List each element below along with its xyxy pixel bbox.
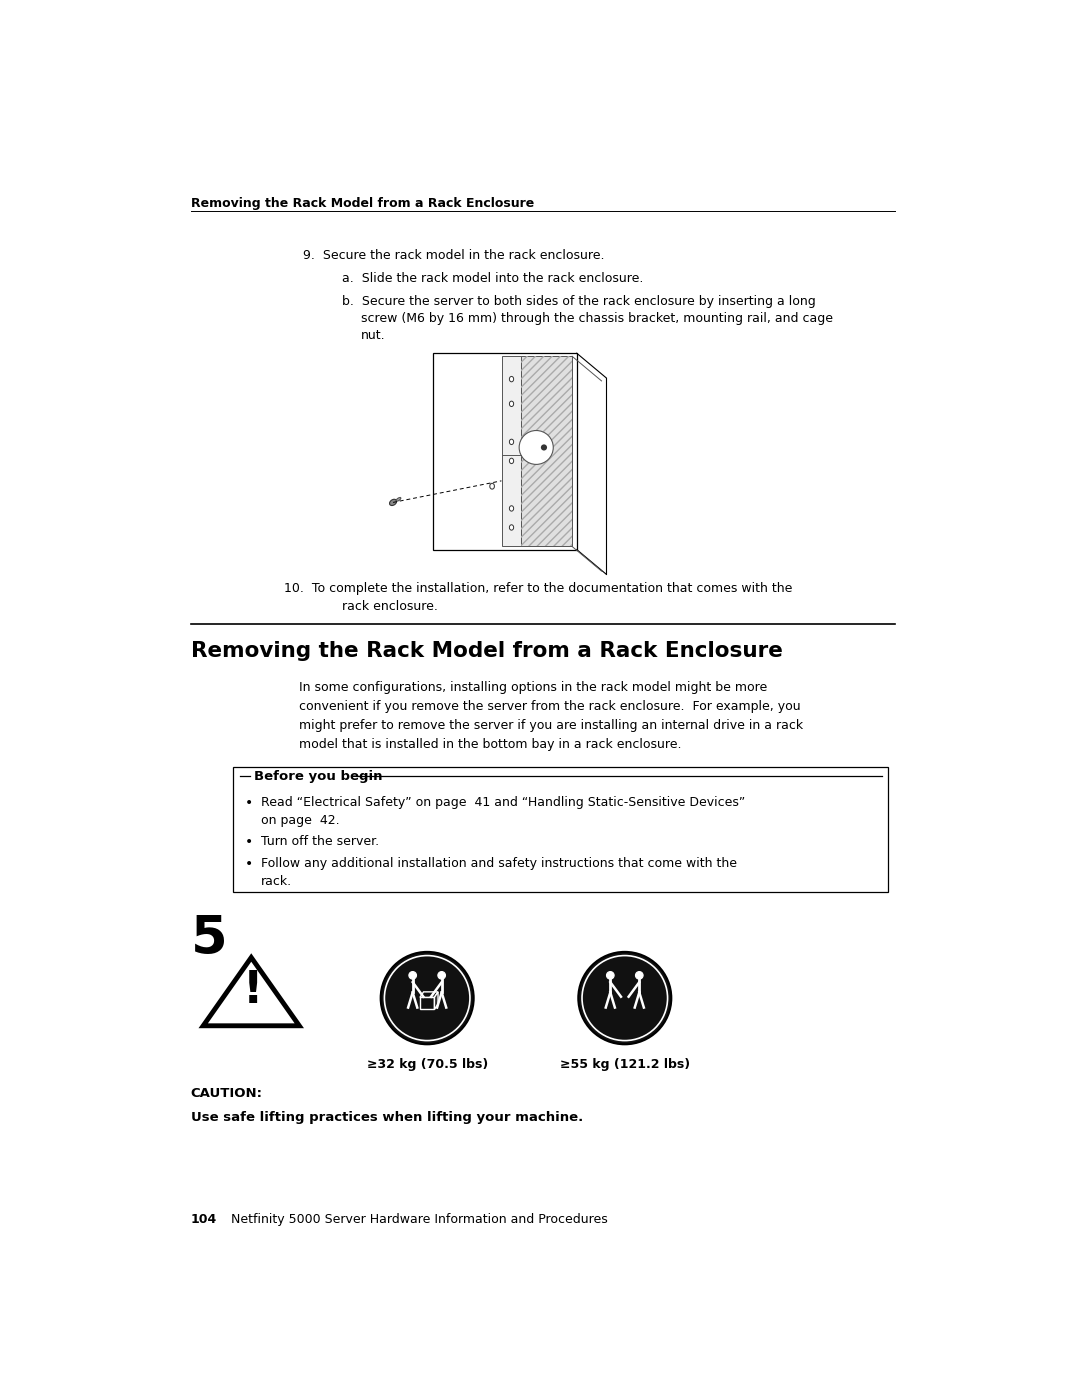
Ellipse shape [510,401,514,407]
Text: Before you begin: Before you begin [254,770,382,782]
Text: might prefer to remove the server if you are installing an internal drive in a r: might prefer to remove the server if you… [299,719,804,732]
Text: Read “Electrical Safety” on page  41 and “Handling Static-Sensitive Devices”: Read “Electrical Safety” on page 41 and … [260,796,745,809]
Ellipse shape [510,376,514,381]
Circle shape [437,971,445,979]
Circle shape [380,951,474,1045]
Circle shape [541,444,548,451]
Ellipse shape [390,499,396,506]
Text: Turn off the server.: Turn off the server. [260,835,379,848]
Text: ≥32 kg (70.5 lbs): ≥32 kg (70.5 lbs) [366,1058,488,1071]
Text: Removing the Rack Model from a Rack Enclosure: Removing the Rack Model from a Rack Encl… [191,197,534,210]
Bar [420,997,434,1010]
Text: 5: 5 [191,914,228,965]
Bar [433,353,577,549]
Text: Removing the Rack Model from a Rack Enclosure: Removing the Rack Model from a Rack Encl… [191,641,783,661]
Text: rack.: rack. [260,875,292,888]
Text: rack enclosure.: rack enclosure. [342,601,437,613]
Text: •: • [245,856,254,870]
Text: nut.: nut. [362,330,386,342]
Circle shape [384,956,470,1041]
Circle shape [582,956,667,1041]
Text: Netfinity 5000 Server Hardware Information and Procedures: Netfinity 5000 Server Hardware Informati… [231,1214,608,1227]
Text: 104: 104 [191,1214,217,1227]
Ellipse shape [510,439,514,444]
Circle shape [635,971,643,979]
Ellipse shape [396,497,401,502]
Text: 10.  To complete the installation, refer to the documentation that comes with th: 10. To complete the installation, refer … [284,583,792,595]
Polygon shape [203,957,299,1025]
Bar [521,356,572,546]
Text: •: • [245,835,254,849]
Ellipse shape [510,458,514,464]
Circle shape [578,951,672,1045]
Text: screw (M6 by 16 mm) through the chassis bracket, mounting rail, and cage: screw (M6 by 16 mm) through the chassis … [362,313,834,326]
Bar [233,767,889,891]
Bar [502,356,521,546]
Circle shape [607,971,615,979]
Text: CAUTION:: CAUTION: [191,1087,262,1101]
Ellipse shape [510,506,514,511]
Circle shape [409,971,417,979]
Circle shape [519,430,553,464]
Text: b.  Secure the server to both sides of the rack enclosure by inserting a long: b. Secure the server to both sides of th… [342,295,815,309]
Polygon shape [420,992,438,997]
Ellipse shape [490,483,495,489]
Text: In some configurations, installing options in the rack model might be more: In some configurations, installing optio… [299,682,768,694]
Polygon shape [434,992,438,1010]
Text: !: ! [243,970,264,1011]
Text: •: • [245,796,254,810]
Text: model that is installed in the bottom bay in a rack enclosure.: model that is installed in the bottom ba… [299,738,681,750]
Text: Use safe lifting practices when lifting your machine.: Use safe lifting practices when lifting … [191,1111,583,1123]
Bar [521,356,572,546]
Ellipse shape [510,525,514,529]
Text: 9.  Secure the rack model in the rack enclosure.: 9. Secure the rack model in the rack enc… [303,249,605,263]
Text: ≥55 kg (121.2 lbs): ≥55 kg (121.2 lbs) [559,1058,690,1071]
Text: Follow any additional installation and safety instructions that come with the: Follow any additional installation and s… [260,856,737,870]
Text: on page  42.: on page 42. [260,814,339,827]
Text: a.  Slide the rack model into the rack enclosure.: a. Slide the rack model into the rack en… [342,272,644,285]
Text: convenient if you remove the server from the rack enclosure.  For example, you: convenient if you remove the server from… [299,700,801,712]
